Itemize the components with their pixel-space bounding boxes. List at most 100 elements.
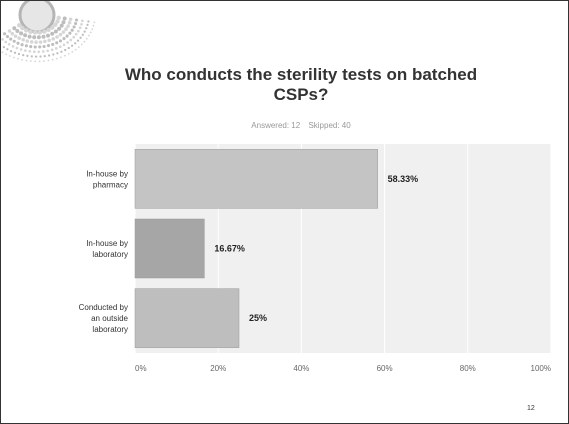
x-tick-label: 60% [377,364,393,373]
logo-dot [60,50,63,53]
logo-dot [77,46,80,49]
logo-dot [28,29,33,34]
logo-dot [13,34,18,38]
logo-dot [55,35,59,39]
logo-dot [19,48,23,51]
logo-dot [67,52,70,55]
logo-dot [50,25,55,30]
skipped-count: Skipped: 40 [308,121,351,130]
logo-dot [58,45,62,49]
logo-dot [17,36,21,40]
logo-dot [85,37,88,40]
logo-dot [28,49,32,53]
logo-dot [13,51,17,54]
logo-dot [50,31,55,36]
logo-dot [42,44,46,49]
logo-dot [74,18,79,22]
logo-dot [42,29,47,34]
logo-dot [12,26,17,31]
logo-dot [53,29,58,34]
logo-dot [46,44,51,48]
logo-dot [67,20,72,25]
logo-dot [34,60,37,63]
logo-dot [25,39,30,43]
logo-dot [17,23,22,28]
logo-dot [33,45,37,49]
logo-dot [72,25,76,29]
logo-dot [51,42,55,46]
logo-dot [92,24,95,27]
logo-dot [59,23,64,28]
logo-dot [69,38,73,42]
logo-dot [68,17,73,22]
logo-dot [91,28,94,31]
logo-dot [47,38,51,43]
x-tick-label: 100% [531,364,551,373]
logo-dot [16,41,20,45]
logo-dot [17,52,21,56]
logo-dot [66,41,69,44]
logo-dot [62,43,66,47]
x-tick-label: 80% [460,364,476,373]
logo-dot [81,33,84,36]
logo-dot [80,22,83,26]
logo-dot [63,54,66,57]
logo-dot [52,53,55,56]
logo-dot [56,15,61,20]
logo-dot [46,27,51,33]
logo-dot [39,55,42,58]
logo-dot [8,55,11,57]
category-label-line: Conducted by [79,303,128,312]
category-label: In-house by pharmacy [86,169,128,189]
logo-dot [3,32,7,36]
logo-dot [34,40,38,44]
logo-dot [21,58,24,61]
logo-dot [43,39,47,44]
logo-dot [17,57,19,60]
logo-dot [22,53,25,57]
category-label-line: pharmacy [93,180,128,189]
logo-dot [43,54,46,58]
logo-dot [29,60,32,63]
page-number: 12 [527,405,535,412]
logo-dot [51,58,54,61]
logo-dot [27,34,32,39]
logo-dot [65,34,69,38]
logo-dot [11,45,15,48]
logo-dot [55,41,59,45]
x-tick-label: 40% [293,364,309,373]
logo-dot [38,60,41,63]
logo-dot [74,42,77,45]
bar [134,218,205,279]
logo-dot [55,19,60,24]
logo-dot [47,59,50,62]
logo-dot [38,40,43,44]
logo-dot [9,49,13,53]
category-label: Conducted by an outside laboratory [79,303,129,334]
logo-dot [58,39,63,43]
category-label-line: an outside [91,314,128,323]
logo-dot [72,35,76,39]
logo-dot [1,38,4,41]
logo-dot [93,21,96,24]
logo-dot [81,19,84,23]
logo-dot [41,34,46,39]
logo-dot [15,46,19,50]
logo-dot [53,22,58,27]
logo-dot [61,30,66,34]
response-summary: Answered: 12 Skipped: 40 [201,121,401,130]
logo-dot [2,45,6,49]
x-tick-label: 0% [135,364,147,373]
logo-dot [26,54,29,58]
logo-dot [29,40,34,44]
logo-dot [61,20,66,25]
logo-dot [83,30,86,33]
bar [134,288,240,348]
logo-dot [21,38,25,42]
logo-dot [4,40,8,44]
logo-dot [58,32,63,37]
category-label-line: In-house by [86,239,128,248]
logo-dot [54,47,58,50]
